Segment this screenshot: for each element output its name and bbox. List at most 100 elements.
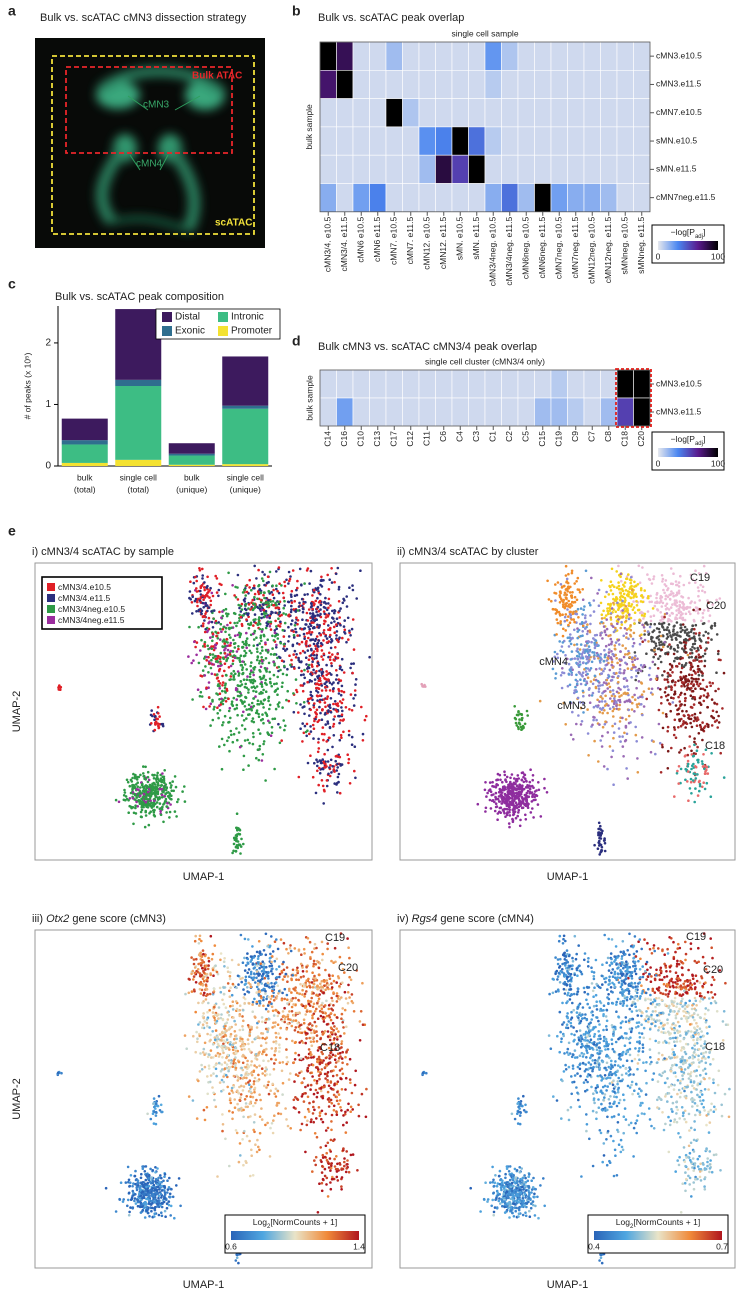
umap-point [201,567,204,571]
umap-point [343,619,347,622]
umap-point [215,577,219,580]
umap-point [330,638,333,641]
umap-point [484,810,487,813]
umap-point [317,783,321,787]
umap-point [285,698,288,702]
umap-point [200,675,204,678]
umap-point [275,570,278,573]
umap-point [688,606,692,609]
umap-point [633,698,637,701]
umap-point [619,626,622,630]
umap-point [696,794,700,797]
umap-point [621,716,624,720]
umap-point [719,751,722,755]
umap-point [163,802,166,805]
umap-point [502,798,505,801]
umap-point [683,685,686,688]
heatmap-cell [633,154,651,184]
umap-point [610,650,613,653]
umap-point [713,720,717,723]
umap-point [129,791,133,795]
heatmap-cell [451,397,469,427]
umap-point [158,797,161,800]
umap-point [339,679,343,682]
umap-point [148,785,152,789]
umap-point [661,626,665,629]
umap-point [305,970,309,973]
umap-point [303,995,306,998]
umap-point [243,654,247,657]
umap-point [682,681,686,684]
umap-point [290,601,294,604]
umap-point [506,811,510,814]
umap-point [352,697,355,700]
umap-point [294,621,297,624]
umap-point [592,718,595,722]
column-label: C14 [323,431,333,447]
heatmap-cell [402,183,420,213]
umap-point [567,599,570,603]
umap-point [290,604,293,608]
heatmap-cell [567,369,585,399]
umap-point [609,634,612,637]
umap-point [668,702,671,705]
umap-point [699,703,703,706]
umap-point [299,673,303,677]
umap-point [667,693,670,697]
umap-point [169,803,172,806]
umap-point [690,676,693,680]
umap-point [676,708,680,711]
chart-title: Bulk vs. scATAC peak composition [55,291,224,303]
umap-point [715,710,718,714]
heatmap-cell [369,397,387,427]
umap-point [204,604,207,608]
heatmap-cell [501,397,519,427]
umap-point [676,631,679,634]
umap-point [221,684,224,687]
umap-point [238,656,241,660]
umap-point [361,739,365,742]
umap-point [532,798,535,802]
umap-point [269,653,273,656]
umap-point [352,662,356,665]
column-label: C15 [537,431,547,447]
umap-point [594,644,597,648]
umap-point [212,645,215,648]
umap-point [587,653,591,657]
umap-point [677,765,681,768]
umap-point [688,714,691,718]
umap-point [571,591,574,594]
umap-point [238,828,241,831]
umap-point [302,701,306,704]
umap-point [200,609,204,612]
umap-point [692,659,695,662]
umap-point [598,836,601,840]
umap-point [675,621,679,624]
umap-point [217,654,220,658]
umap-point [293,600,297,603]
umap-point [229,675,233,678]
umap-point [351,584,354,587]
heatmap-cell [385,369,403,399]
umap-point [615,570,618,573]
umap-point [272,596,276,600]
umap-point [216,712,219,715]
bulk-label: Bulk ATAC [192,71,242,82]
umap-point [568,668,572,672]
umap-point [188,590,192,593]
umap-point [292,608,296,611]
heatmap-cell [600,41,618,71]
umap-point [134,783,138,786]
umap-point [597,588,601,592]
umap-point [282,941,286,945]
umap-point [311,638,315,641]
umap-point [232,678,235,681]
umap-point [589,667,593,670]
umap-point [674,636,678,640]
umap-point [508,825,511,829]
umap-point [490,799,494,803]
umap-point [660,623,664,626]
umap-point [327,602,330,605]
umap-point [595,718,598,722]
umap-point [315,635,319,638]
